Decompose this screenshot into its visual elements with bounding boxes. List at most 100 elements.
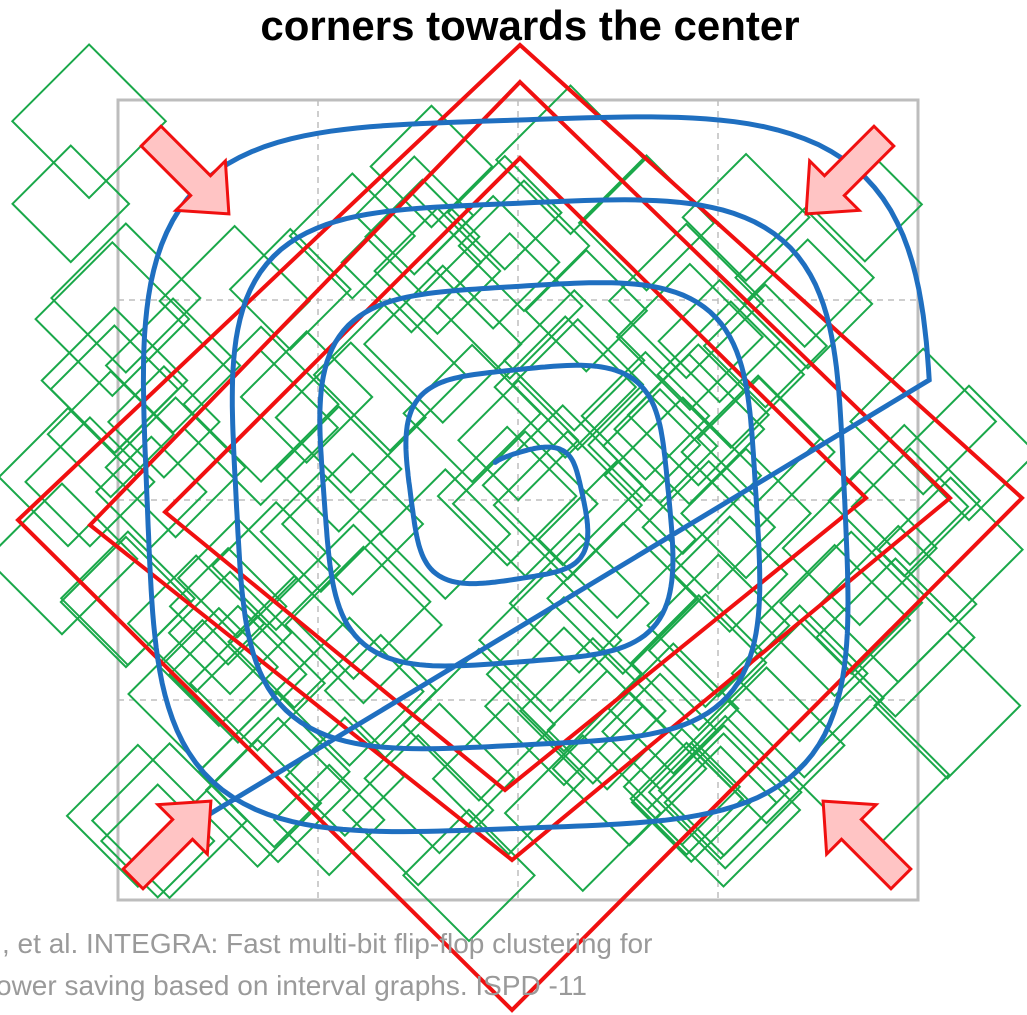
citation-line: , et al. INTEGRA: Fast multi-bit flip-fl…	[2, 928, 652, 959]
green-diamond	[379, 467, 512, 601]
green-diamond	[873, 631, 1022, 780]
green-diamond	[630, 741, 753, 864]
green-diamond	[647, 592, 764, 709]
green-diamond	[369, 104, 494, 229]
green-diamond	[477, 567, 623, 713]
green-diamond	[723, 617, 885, 779]
green-diamond	[283, 545, 443, 705]
green-diamond	[274, 405, 403, 533]
green-diamond	[158, 606, 280, 728]
green-diamond	[227, 574, 362, 710]
green-diamond	[274, 341, 428, 494]
arrow	[804, 124, 896, 216]
green-diamond	[168, 546, 288, 666]
green-diamond	[275, 523, 432, 681]
green-diamond	[288, 172, 417, 300]
green-diamond	[481, 404, 644, 567]
green-diamond	[0, 406, 139, 548]
green-diamond	[34, 240, 191, 398]
arrow	[121, 799, 213, 891]
green-diamond	[900, 384, 1027, 522]
green-diamond	[59, 535, 193, 669]
green-diamond	[457, 379, 580, 502]
red-diamond	[162, 155, 870, 793]
green-diamond	[401, 808, 536, 943]
green-diamond	[59, 530, 197, 667]
green-diamond	[681, 152, 811, 283]
green-diamond	[0, 482, 139, 636]
red-diamond	[15, 42, 1025, 1013]
green-diamond	[657, 278, 782, 404]
green-diamond	[741, 238, 874, 370]
citation-line: ower saving based on interval graphs. IS…	[0, 970, 587, 1001]
green-diamond	[362, 264, 523, 424]
corner-arrows	[121, 124, 913, 891]
green-diamond	[493, 315, 638, 460]
green-diamond	[511, 317, 645, 452]
green-diamond	[508, 532, 650, 674]
green-diamond	[182, 325, 340, 483]
green-diamond	[518, 636, 667, 785]
green-diamond	[239, 329, 374, 465]
green-diamond	[647, 714, 803, 870]
green-diamond	[373, 206, 502, 336]
green-diamond	[546, 669, 668, 791]
green-diamond	[877, 476, 1025, 624]
green-diamond	[168, 604, 308, 745]
green-diamond	[850, 447, 970, 567]
green-diamond	[167, 570, 293, 696]
green-diamond	[363, 702, 516, 855]
green-diamond	[587, 387, 702, 503]
green-diamond	[446, 154, 563, 271]
spiral	[140, 114, 932, 841]
green-diamond	[49, 324, 180, 455]
green-diamond	[210, 500, 342, 632]
green-diamond	[503, 733, 662, 893]
green-diamond	[259, 470, 383, 594]
green-diamond	[50, 222, 202, 374]
green-diamond	[401, 647, 557, 802]
green-diamond	[646, 553, 791, 698]
green-diamond	[663, 745, 778, 860]
green-diamond	[65, 743, 211, 889]
green-diamond	[757, 543, 912, 698]
green-diamond	[629, 593, 768, 732]
green-diamond	[815, 557, 976, 718]
green-diamond	[680, 447, 813, 580]
green-diamond	[353, 155, 475, 276]
green-diamond	[436, 425, 578, 567]
green-diamond	[781, 469, 938, 627]
green-diamond	[645, 732, 802, 888]
arrow	[821, 799, 913, 891]
green-diamond	[341, 733, 495, 887]
green-diamond	[524, 248, 649, 373]
green-diamond	[580, 350, 711, 481]
green-diamond	[11, 144, 131, 264]
green-diamond	[280, 452, 425, 596]
green-diamond	[228, 227, 352, 351]
green-diamond	[457, 179, 591, 313]
green-diamond	[204, 716, 352, 864]
green-diamond	[502, 288, 646, 432]
green-diamond	[485, 595, 643, 753]
title: corners towards the center	[260, 2, 799, 49]
green-diamond	[104, 297, 242, 435]
green-diamond	[656, 300, 806, 450]
green-diamond	[104, 396, 247, 539]
green-diamond	[312, 297, 468, 453]
green-diamond	[601, 672, 720, 791]
green-diamond	[849, 347, 998, 496]
green-diamond	[24, 416, 156, 548]
green-diamond	[687, 666, 846, 825]
green-diamond	[188, 614, 327, 752]
green-diamond	[176, 517, 299, 639]
green-diamond	[10, 43, 168, 200]
green-diamond	[272, 763, 386, 877]
green-diamond	[577, 154, 716, 292]
arrow	[139, 124, 231, 216]
green-diamond	[827, 423, 982, 578]
green-diamond	[606, 642, 740, 775]
green-diamond	[641, 459, 777, 595]
